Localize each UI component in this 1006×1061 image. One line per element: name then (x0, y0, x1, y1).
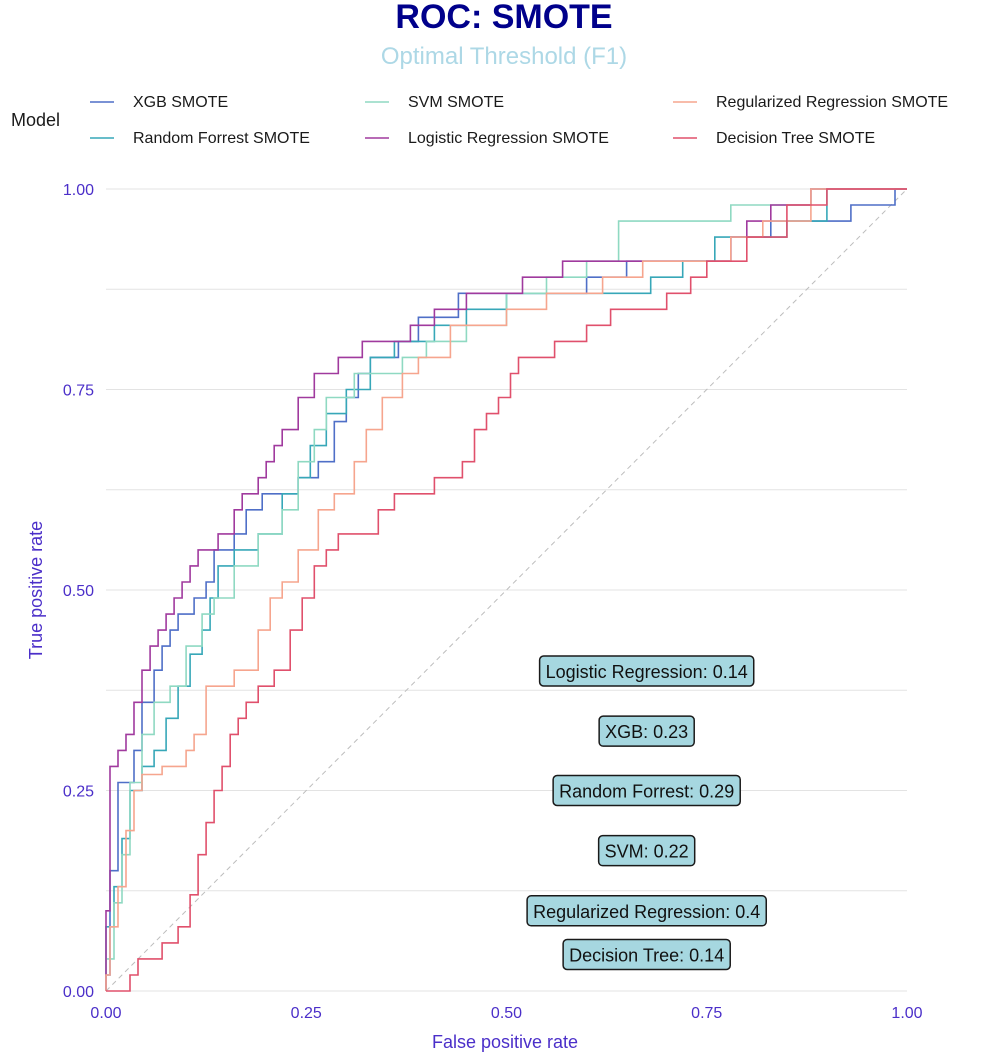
grid (106, 188, 907, 992)
annotation-label: Logistic Regression: 0.14 (538, 655, 755, 687)
y-axis-label: True positive rate (26, 521, 46, 659)
legend-label: Random Forrest SMOTE (133, 130, 310, 147)
legend-label: Logistic Regression SMOTE (408, 130, 609, 147)
series-line (105, 188, 907, 991)
annotation-label: XGB: 0.23 (598, 715, 695, 747)
chart-subtitle: Optimal Threshold (F1) (381, 43, 627, 70)
annotation-text: XGB: 0.23 (605, 722, 688, 742)
annotation-text: Regularized Regression: 0.4 (533, 902, 760, 922)
series-line (106, 188, 907, 992)
x-axis-label: False positive rate (432, 1032, 578, 1052)
annotation-text: Decision Tree: 0.14 (569, 946, 724, 966)
legend-label: SVM SMOTE (408, 94, 504, 111)
x-tick-label: 0.50 (491, 1005, 522, 1022)
chart-title: ROC: SMOTE (395, 0, 612, 36)
x-tick-label: 1.00 (891, 1005, 922, 1022)
x-tick-label: 0.75 (691, 1005, 722, 1022)
x-axis-ticks: 0.00 0.25 0.50 0.75 1.00 (90, 1005, 922, 1022)
annotation-label: Decision Tree: 0.14 (562, 938, 731, 971)
legend-label: Regularized Regression SMOTE (716, 94, 948, 111)
y-tick-label: 1.00 (63, 182, 94, 199)
y-tick-label: 0.00 (63, 984, 94, 1001)
y-tick-label: 0.75 (63, 383, 94, 400)
legend-title: Model (11, 110, 60, 130)
series-group (105, 188, 907, 992)
annotation-label: Random Forrest: 0.29 (552, 774, 741, 807)
annotations: Logistic Regression: 0.14 XGB: 0.23 Random… (526, 655, 767, 971)
series-line (105, 188, 907, 991)
annotation-label: Regularized Regression: 0.4 (526, 895, 767, 927)
annotation-text: Logistic Regression: 0.14 (546, 662, 748, 682)
legend-label: XGB SMOTE (133, 94, 228, 111)
legend: XGB SMOTE Random Forrest SMOTE SVM SMOTE Lo… (90, 94, 948, 147)
y-axis-ticks: 0.00 0.25 0.50 0.75 1.00 (63, 182, 94, 1001)
x-tick-label: 0.00 (90, 1005, 121, 1022)
annotation-label: SVM: 0.22 (597, 834, 696, 867)
y-tick-label: 0.50 (63, 583, 94, 600)
y-tick-label: 0.25 (63, 784, 94, 801)
annotation-text: SVM: 0.22 (605, 842, 689, 862)
series-line (105, 188, 907, 991)
annotation-text: Random Forrest: 0.29 (559, 782, 734, 802)
legend-label: Decision Tree SMOTE (716, 130, 875, 147)
x-tick-label: 0.25 (291, 1005, 322, 1022)
